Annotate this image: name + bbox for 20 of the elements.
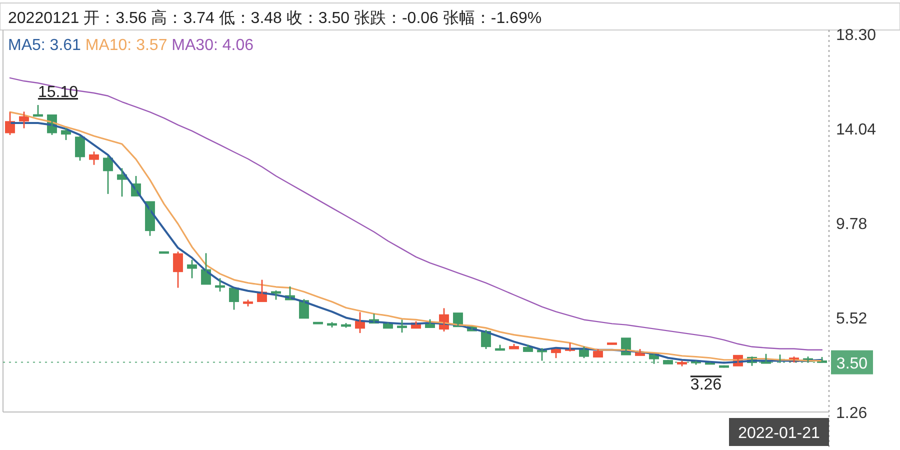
ref-line-label: 3.50 [836,355,868,372]
text: 2022-01-21 [738,425,820,442]
annotation: 3.26 [690,376,722,394]
y-tick-label: 1.26 [836,405,868,422]
candlestick [89,150,99,166]
text: MA5: 3.61 [8,37,82,54]
chart-title: 20220121 开：3.56 高：3.74 低：3.48 收：3.50 张跌：-0.06 张幅：-1.69% [8,9,542,27]
candlestick [33,104,43,117]
y-tick-label: 5.52 [836,310,868,328]
line-series [9,77,823,350]
candlestick [19,110,29,129]
y-tick-label: 14.04 [836,122,876,138]
text: MA10: 3.57 [80,37,168,54]
candlestick [187,259,197,279]
y-tick-label: 9.78 [836,216,868,233]
annotation: 15.10 [38,84,78,101]
candlestick [173,250,183,288]
y-tick-label: 18.30 [836,27,876,44]
candlestick [397,319,407,334]
text: MA30: 4.06 [167,37,254,54]
